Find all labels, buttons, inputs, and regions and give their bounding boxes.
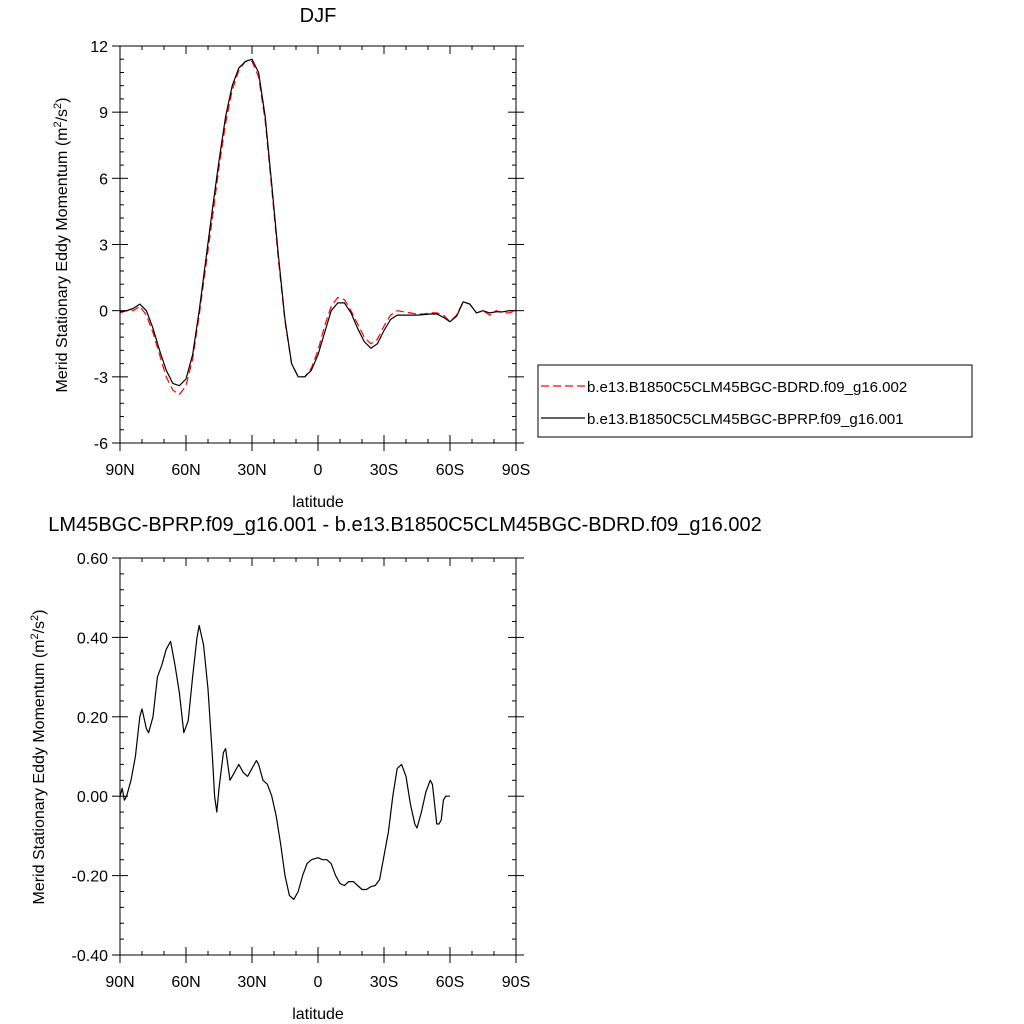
top-x-tick-label: 30S <box>370 462 398 479</box>
bottom-series-line-difference <box>119 624 450 901</box>
top-series-line-bdrd <box>119 60 517 396</box>
bottom-chart-y-axis-label: Merid Stationary Eddy Momentum (m2/s2) <box>29 609 48 904</box>
top-x-tick-label: 0 <box>314 462 323 479</box>
top-y-tick-label: 9 <box>99 105 108 122</box>
bottom-x-tick-label: 60N <box>171 974 200 991</box>
legend: b.e13.B1850C5CLM45BGC-BDRD.f09_g16.002 b… <box>537 364 973 438</box>
bottom-chart-title: LM45BGC-BPRP.f09_g16.001 - b.e13.B1850C5… <box>48 514 761 536</box>
bottom-chart-frame <box>119 557 517 956</box>
bottom-y-tick-label: -0.40 <box>72 948 109 965</box>
bottom-x-tick-label: 30N <box>237 974 266 991</box>
top-y-tick-label: -3 <box>94 370 108 387</box>
bottom-x-tick-label: 90S <box>502 974 530 991</box>
bottom-y-tick-label: 0.40 <box>77 630 108 647</box>
top-chart-title: DJF <box>300 5 337 27</box>
bottom-x-tick-label: 30S <box>370 974 398 991</box>
bottom-x-tick-label: 0 <box>314 974 323 991</box>
top-y-tick-label: 12 <box>90 39 108 56</box>
top-x-tick-label: 90S <box>502 462 530 479</box>
top-y-tick-label: -6 <box>94 436 108 453</box>
top-x-tick-label: 60S <box>436 462 464 479</box>
top-x-tick-label: 30N <box>237 462 266 479</box>
bottom-y-tick-label: 0.00 <box>77 789 108 806</box>
legend-box <box>537 364 973 438</box>
bottom-chart-panel: LM45BGC-BPRP.f09_g16.001 - b.e13.B1850C5… <box>29 514 762 1023</box>
bottom-y-tick-label: 0.20 <box>77 710 108 727</box>
top-chart-frame <box>119 45 517 444</box>
top-y-tick-label: 0 <box>99 304 108 321</box>
top-y-tick-label: 6 <box>99 171 108 188</box>
top-series-line-bprp <box>119 58 516 387</box>
legend-label-bdrd: b.e13.B1850C5CLM45BGC-BDRD.f09_g16.002 <box>587 379 907 396</box>
bottom-y-tick-label: 0.60 <box>77 551 108 568</box>
bottom-x-tick-label: 90N <box>105 974 134 991</box>
top-x-tick-label: 90N <box>105 462 134 479</box>
legend-label-bprp: b.e13.B1850C5CLM45BGC-BPRP.f09_g16.001 <box>587 411 904 428</box>
bottom-chart-x-axis-label: latitude <box>292 1006 344 1023</box>
top-chart-x-axis-label: latitude <box>292 494 344 511</box>
top-y-tick-label: 3 <box>99 238 108 255</box>
top-x-tick-label: 60N <box>171 462 200 479</box>
top-chart-panel: DJF latitude Merid Stationary Eddy Momen… <box>52 5 530 511</box>
top-chart-y-axis-label: Merid Stationary Eddy Momentum (m2/s2) <box>52 97 71 392</box>
bottom-y-tick-label: -0.20 <box>72 869 109 886</box>
bottom-x-tick-label: 60S <box>436 974 464 991</box>
